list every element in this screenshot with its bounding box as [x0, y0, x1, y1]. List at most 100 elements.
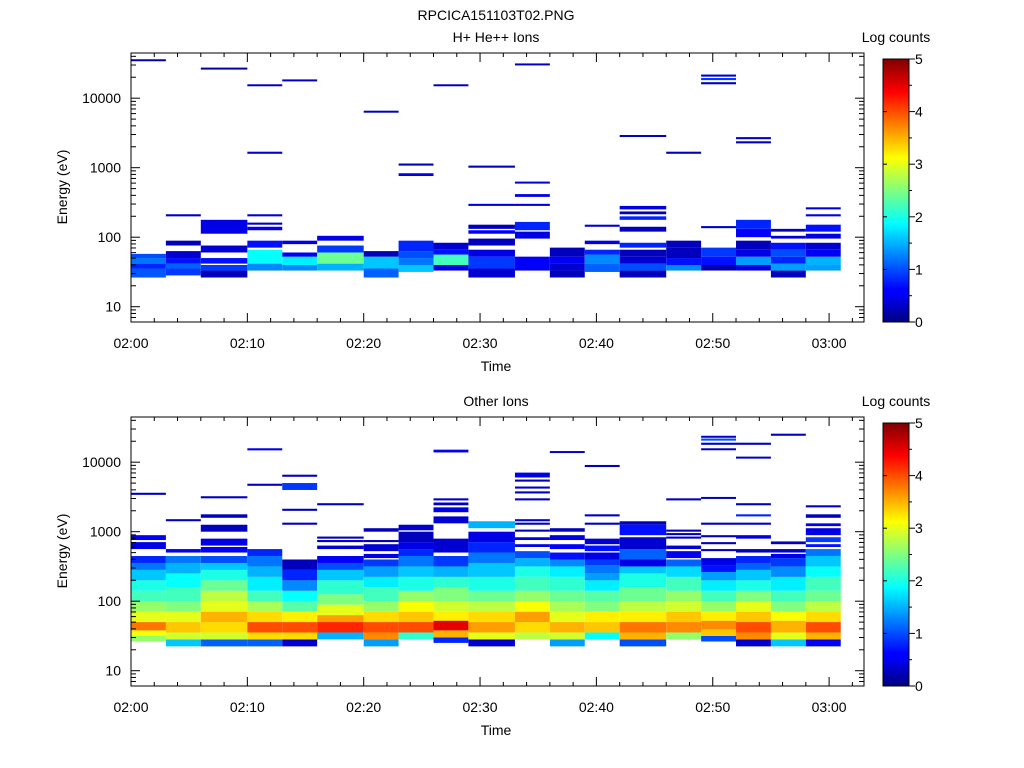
heatmap-cell: [701, 558, 737, 566]
heatmap-cell: [805, 639, 841, 647]
heatmap-cell: [468, 268, 515, 278]
heatmap-cell: [805, 207, 841, 210]
heatmap-cell: [398, 240, 434, 252]
heatmap-cell: [363, 559, 399, 567]
heatmap-cell: [701, 496, 737, 499]
heatmap-cell: [549, 622, 585, 633]
heatmap-cell: [736, 522, 771, 525]
heatmap-cell: [805, 590, 841, 602]
heatmap-cell: [247, 632, 283, 640]
heatmap-cell: [584, 611, 620, 623]
heatmap-cell: [317, 604, 364, 616]
heatmap-cell: [736, 601, 771, 612]
heatmap-cell: [165, 214, 201, 217]
heatmap-cell: [584, 559, 620, 566]
heatmap-cell: [770, 228, 806, 232]
heatmap-cell: [770, 601, 806, 612]
heatmap-cell: [584, 240, 620, 245]
heatmap-cell: [736, 622, 771, 633]
heatmap-cell: [666, 611, 702, 623]
heatmap-cell: [770, 553, 806, 559]
colorbar-tick-label: 1: [915, 261, 923, 277]
heatmap-cell: [736, 580, 771, 591]
y-axis-label: Energy (eV): [54, 514, 70, 589]
panel-h-he-ions: H+ He++ Ions 02:00 02:10 02:20 02:30 02:40 02…: [54, 29, 930, 374]
heatmap-cell: [247, 556, 283, 567]
heatmap-cell: [433, 538, 469, 553]
heatmap-cell: [805, 556, 841, 567]
colorbar-tick-label: 0: [915, 314, 923, 330]
heatmap-cell: [584, 565, 620, 574]
heatmap-cell: [666, 258, 702, 265]
heatmap-cell: [770, 256, 806, 264]
colorbar-tick-label: 5: [915, 51, 923, 67]
heatmap-cell: [398, 576, 434, 591]
heatmap-cell: [317, 556, 364, 563]
heatmap-cell: [666, 622, 702, 633]
heatmap-cell: [514, 611, 550, 623]
heatmap-cell: [200, 590, 248, 602]
heatmap-cell: [363, 632, 399, 640]
heatmap-cell: [514, 519, 550, 522]
heatmap-cell: [363, 553, 399, 559]
heatmap-cell: [514, 551, 550, 559]
y-tick-label: 10: [105, 299, 121, 315]
heatmap-cell: [619, 216, 667, 220]
colorbar-tick-label: 2: [915, 573, 923, 589]
y-tick-label: 1000: [90, 160, 121, 176]
heatmap-cell: [200, 524, 248, 532]
heatmap-cell: [770, 235, 806, 239]
heatmap-cell: [701, 226, 737, 229]
heatmap-cell: [514, 544, 550, 547]
heatmap-cell: [770, 620, 806, 633]
heatmap-cell: [165, 549, 201, 553]
heatmap-cell: [131, 535, 166, 541]
heatmap-cell: [131, 258, 166, 264]
x-tick-label: 02:40: [579, 699, 614, 715]
heatmap-cell: [584, 545, 620, 552]
heatmap-cell: [701, 442, 737, 445]
heatmap-cell: [514, 221, 550, 231]
heatmap-cell: [282, 252, 318, 257]
heatmap-cell: [468, 230, 515, 234]
heatmap-cell: [805, 566, 841, 577]
heatmap-cell: [805, 576, 841, 591]
heatmap-cell: [165, 639, 201, 647]
heatmap-cell: [131, 601, 166, 612]
x-tick-label: 03:00: [812, 335, 847, 351]
heatmap-cell: [200, 580, 248, 591]
heatmap-cell: [282, 580, 318, 591]
heatmap-cell: [549, 566, 585, 577]
heatmap-cell: [317, 245, 364, 253]
heatmap-cell: [666, 247, 702, 259]
heatmap-cell: [666, 240, 702, 248]
heatmap-cell: [468, 238, 515, 246]
heatmap-cell: [736, 219, 771, 229]
axes: 02:00 02:10 02:20 02:30 02:40 02:50 03:00 10 100…: [82, 417, 864, 715]
heatmap-cell: [549, 611, 585, 623]
heatmap-cell: [584, 263, 620, 272]
heatmap-cell: [701, 611, 737, 621]
heatmap-cell: [805, 611, 841, 623]
y-axis-label: Energy (eV): [54, 150, 70, 225]
heatmap-cell: [805, 523, 841, 527]
heatmap-cell: [398, 549, 434, 557]
heatmap-cell: [165, 251, 201, 259]
heatmap-cell: [770, 590, 806, 602]
x-tick-label: 02:30: [463, 699, 498, 715]
heatmap-cell: [805, 265, 841, 271]
heatmap-cell: [282, 79, 318, 82]
heatmap-cell: [619, 205, 667, 210]
heatmap-cell: [433, 576, 469, 588]
heatmap-cell: [363, 611, 399, 623]
heatmap-cell: [433, 587, 469, 602]
heatmap-cell: [736, 503, 771, 506]
heatmap-cell: [666, 590, 702, 602]
heatmap-cell: [468, 622, 515, 633]
x-tick-label: 02:00: [113, 699, 148, 715]
heatmap-cell: [433, 620, 469, 631]
heatmap-cell: [200, 556, 248, 563]
heatmap-cell: [736, 590, 771, 602]
x-axis-label: Time: [481, 358, 512, 374]
panel-other-ions: Other Ions 02:00 02:10 02:20 02:30 02:40 02:5…: [54, 393, 930, 738]
